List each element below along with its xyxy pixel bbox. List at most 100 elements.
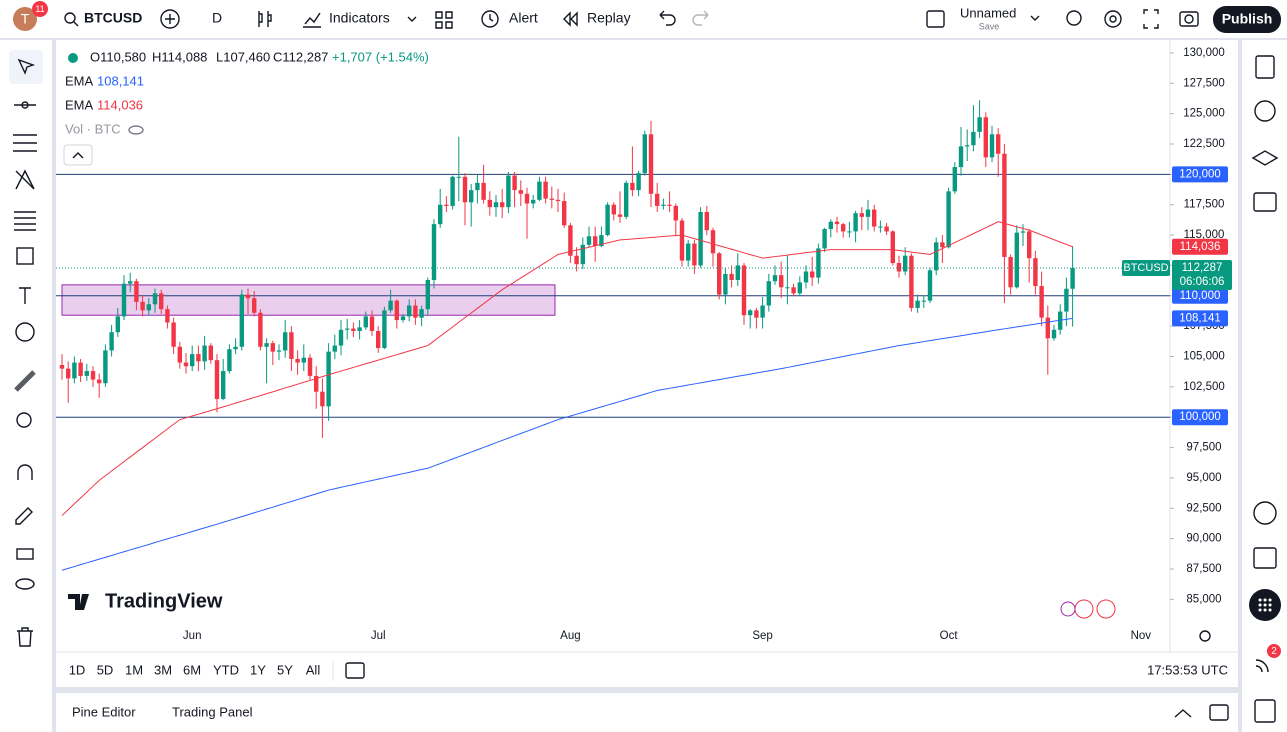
candle-body xyxy=(90,371,96,380)
publish-button[interactable] xyxy=(1213,6,1281,33)
plot-area xyxy=(56,100,1170,571)
candle-body xyxy=(630,182,635,191)
calendar[interactable] xyxy=(1253,547,1277,569)
candle-body xyxy=(940,242,945,248)
range-button[interactable]: 1M xyxy=(125,662,143,677)
quick-search[interactable] xyxy=(1066,10,1082,26)
alert-button[interactable]: Alert xyxy=(509,10,538,26)
remove-tool[interactable] xyxy=(17,627,33,647)
zoom-tool[interactable] xyxy=(16,412,32,428)
clock[interactable]: 17:53:53 UTC xyxy=(1147,662,1228,677)
tab[interactable]: Trading Panel xyxy=(172,704,253,719)
candle-body xyxy=(258,312,263,347)
layout-checkbox[interactable] xyxy=(926,10,945,28)
chart-type-icon[interactable] xyxy=(258,11,272,27)
hidden-icon[interactable] xyxy=(128,125,144,135)
range-button[interactable]: 6M xyxy=(183,662,201,677)
shape-tool[interactable] xyxy=(16,247,34,265)
range-button[interactable]: YTD xyxy=(213,662,239,677)
left-toolbar xyxy=(0,40,52,732)
candle-body xyxy=(853,213,858,232)
fullscreen[interactable] xyxy=(1143,9,1159,29)
lock-tool[interactable] xyxy=(16,548,34,560)
snapshot[interactable] xyxy=(1179,11,1199,27)
pattern-tool[interactable] xyxy=(15,169,35,190)
measure-tool[interactable] xyxy=(14,370,36,392)
interval[interactable]: D xyxy=(212,10,222,26)
replay-button[interactable]: Replay xyxy=(587,10,631,26)
help[interactable] xyxy=(1254,699,1276,723)
collapse-legend[interactable] xyxy=(63,144,93,166)
signals[interactable] xyxy=(1255,659,1269,673)
event-icon[interactable] xyxy=(1074,599,1094,619)
add-symbol[interactable] xyxy=(160,9,180,29)
magnet-tool[interactable] xyxy=(17,464,33,480)
icon-tool[interactable] xyxy=(15,322,35,342)
search-icon[interactable] xyxy=(64,12,76,24)
watchlist[interactable] xyxy=(1255,55,1275,79)
fib-tool[interactable] xyxy=(13,134,37,152)
y-tick-label: 125,000 xyxy=(1183,108,1225,120)
y-tick-label: 87,500 xyxy=(1186,563,1221,575)
candle-body xyxy=(438,204,443,225)
candle-body xyxy=(934,242,939,271)
draw-mode-tool[interactable] xyxy=(15,507,33,525)
legend-volume: Vol · BTC xyxy=(65,121,121,136)
layouts-icon[interactable] xyxy=(435,11,453,29)
range-button[interactable]: 5D xyxy=(97,662,114,677)
symbol[interactable]: BTCUSD xyxy=(84,10,142,26)
candle-body xyxy=(611,204,616,215)
axis-settings[interactable] xyxy=(1199,630,1211,642)
indicators-icon[interactable] xyxy=(303,12,321,28)
projection-tool[interactable] xyxy=(14,211,36,231)
save-label[interactable]: Save xyxy=(979,21,1000,31)
expand-panel[interactable] xyxy=(1174,709,1192,718)
legend-ema-name: EMA xyxy=(65,73,94,88)
candle-body xyxy=(859,213,864,217)
candle-body xyxy=(171,322,176,347)
x-tick-label: Aug xyxy=(560,630,580,642)
layout-name[interactable]: Unnamed xyxy=(960,5,1016,20)
alerts-panel[interactable] xyxy=(1254,100,1276,122)
candle-body xyxy=(878,226,883,228)
replay-icon[interactable] xyxy=(563,11,578,27)
settings[interactable] xyxy=(1104,10,1122,28)
candle-body xyxy=(723,273,728,295)
tab[interactable]: Pine Editor xyxy=(72,704,136,719)
indicators-button[interactable]: Indicators xyxy=(329,10,390,26)
event-icon[interactable] xyxy=(1096,599,1116,619)
trend-line-tool[interactable] xyxy=(14,101,36,109)
tool-active xyxy=(9,50,43,84)
candle-body xyxy=(890,231,895,263)
legend-close: C112,287 xyxy=(273,49,328,64)
range-button[interactable]: 3M xyxy=(154,662,172,677)
avatar[interactable] xyxy=(13,7,37,31)
range-button[interactable]: 5Y xyxy=(277,662,293,677)
range-button[interactable]: 1D xyxy=(69,662,86,677)
range-button[interactable]: 1Y xyxy=(250,662,266,677)
candle-body xyxy=(72,362,77,379)
y-tick-label: 122,500 xyxy=(1183,138,1225,150)
undo[interactable] xyxy=(659,10,676,26)
goto-date[interactable] xyxy=(345,662,365,679)
cursor-tool[interactable] xyxy=(17,58,36,75)
candle-body xyxy=(475,182,480,191)
redo[interactable] xyxy=(692,10,709,26)
text-tool[interactable] xyxy=(19,287,31,304)
target[interactable] xyxy=(1253,501,1277,525)
snapshot xyxy=(1184,14,1194,24)
layers[interactable] xyxy=(1251,150,1279,166)
alert-icon[interactable] xyxy=(481,10,499,28)
chat[interactable] xyxy=(1253,192,1277,212)
candle-body xyxy=(754,310,759,318)
candle-body xyxy=(648,134,654,194)
maximize-panel[interactable] xyxy=(1209,704,1229,721)
ema-label-box xyxy=(1172,310,1228,327)
candle-body xyxy=(766,281,771,306)
event-icon[interactable] xyxy=(1060,601,1076,617)
candle-body xyxy=(828,221,833,229)
candle-body xyxy=(574,255,579,265)
visibility-tool[interactable] xyxy=(15,578,35,590)
candle-body xyxy=(816,248,821,278)
range-button[interactable]: All xyxy=(306,662,321,677)
